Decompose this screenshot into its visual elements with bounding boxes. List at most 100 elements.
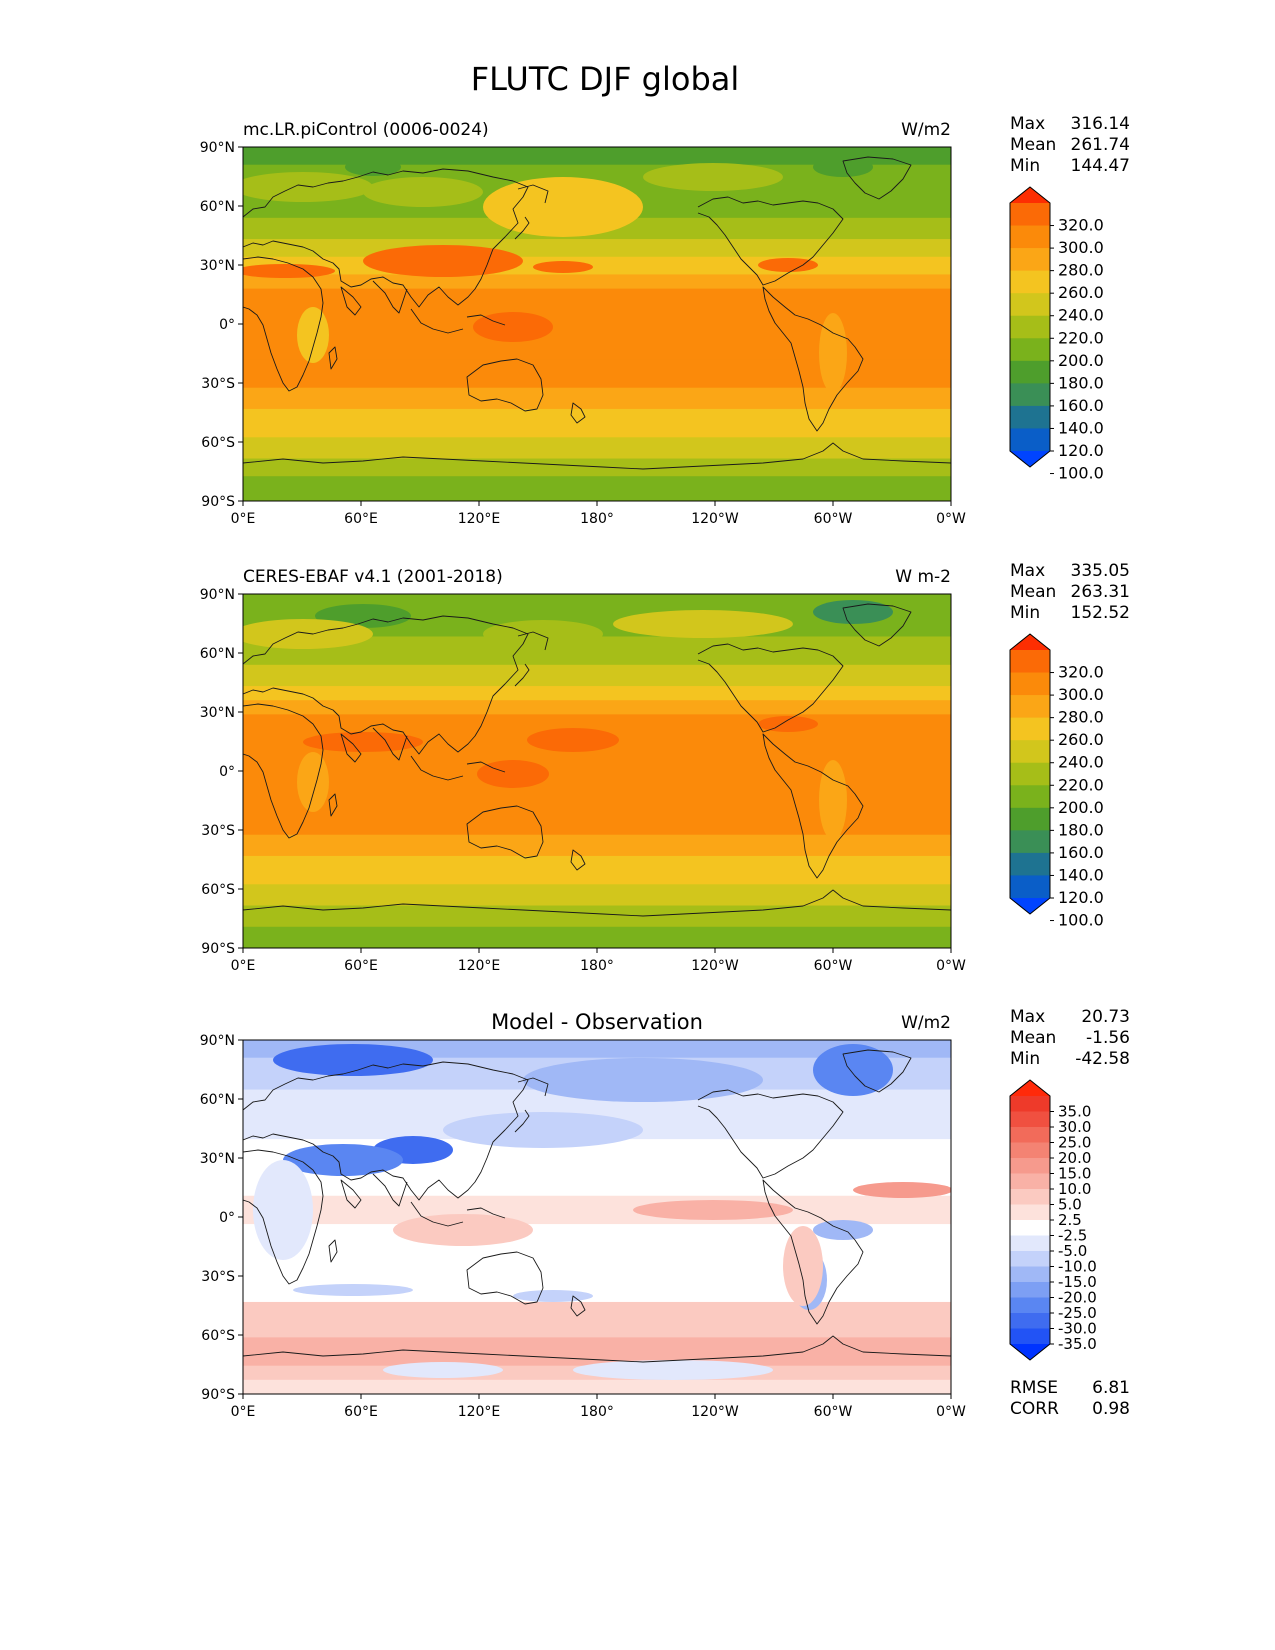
colorbar-swatch xyxy=(1010,807,1050,831)
colorbar-extend-max xyxy=(1010,634,1050,650)
colorbar-swatch xyxy=(1010,1127,1050,1143)
panels: 90°N60°N30°N0°30°S60°S90°S0°E 60°E 120°E 18… xyxy=(200,114,1130,1420)
colorbar-label: 160.0 xyxy=(1058,843,1104,862)
colorbar-swatch xyxy=(1010,762,1050,786)
field-band xyxy=(243,147,951,166)
lon-tick-label: 120°W xyxy=(691,1404,739,1420)
lon-tick-label: 60°E xyxy=(344,511,378,527)
field-band xyxy=(243,437,951,460)
colorbar-swatch xyxy=(1010,785,1050,809)
lon-tick-label: 60°W xyxy=(814,1404,853,1420)
lon-tick-label: 60°E xyxy=(344,958,378,974)
colorbar-label: -10.0 xyxy=(1058,1258,1097,1276)
colorbar-swatch xyxy=(1010,203,1050,226)
lon-tick-label: 180° xyxy=(580,958,614,974)
colorbar-swatch xyxy=(1010,405,1050,429)
field-patch xyxy=(345,158,401,176)
lat-tick-label: 60°S xyxy=(201,882,235,898)
colorbar-swatch xyxy=(1010,315,1050,339)
field-patch xyxy=(643,163,783,191)
colorbar-swatch xyxy=(1010,1158,1050,1174)
lon-tick-label: 0°E xyxy=(231,958,256,974)
stat-value: 152.52 xyxy=(1071,603,1130,623)
colorbar-label: 120.0 xyxy=(1058,441,1104,460)
colorbar-swatch xyxy=(1010,428,1050,452)
lat-tick-label: 60°N xyxy=(200,646,235,662)
colorbar-swatch xyxy=(1010,248,1050,272)
lat-tick-label: 90°S xyxy=(201,941,235,957)
colorbar-swatch xyxy=(1010,1173,1050,1190)
colorbar-label: -35.0 xyxy=(1058,1335,1097,1353)
colorbar-extend-min xyxy=(1010,451,1050,467)
field-patch xyxy=(613,610,793,638)
field-patch xyxy=(393,1214,533,1246)
field-band xyxy=(243,387,951,410)
lat-tick-label: 90°N xyxy=(200,1033,235,1049)
field-patch xyxy=(483,620,603,648)
field-patch xyxy=(783,1226,823,1306)
field-band xyxy=(243,239,951,258)
colorbar-extend-max xyxy=(1010,1080,1050,1096)
colorbar-label: -25.0 xyxy=(1058,1304,1097,1322)
stat-label: Max xyxy=(1010,561,1045,581)
colorbar-swatch xyxy=(1010,1282,1050,1298)
field-patch xyxy=(473,312,553,342)
field-band xyxy=(243,256,951,275)
lat-tick-label: 30°N xyxy=(200,705,235,721)
colorbar-swatch xyxy=(1010,830,1050,854)
colorbar-swatch xyxy=(1010,1251,1050,1267)
stat-value: 316.14 xyxy=(1071,114,1130,134)
colorbar-swatch xyxy=(1010,875,1050,899)
colorbar-label: 300.0 xyxy=(1058,685,1104,704)
colorbar-label: 10.0 xyxy=(1058,1180,1091,1198)
field-band xyxy=(243,700,951,715)
lon-tick-label: 120°W xyxy=(691,511,739,527)
field-patch xyxy=(293,1284,413,1296)
field-band xyxy=(243,834,951,857)
colorbar-label: -15.0 xyxy=(1058,1273,1097,1291)
field-patch xyxy=(477,760,549,788)
colorbar-swatch xyxy=(1010,383,1050,407)
field-patch xyxy=(253,1160,313,1260)
field-band xyxy=(243,594,951,616)
field-patch xyxy=(513,1290,593,1302)
colorbar-label: 200.0 xyxy=(1058,798,1104,817)
field-patch xyxy=(533,261,593,273)
field-band xyxy=(243,458,951,477)
colorbar-swatch xyxy=(1010,1220,1050,1236)
stat-value: 144.47 xyxy=(1071,156,1130,176)
colorbar-swatch xyxy=(1010,672,1050,696)
colorbar-swatch xyxy=(1010,1111,1050,1128)
lon-tick-label: 120°E xyxy=(458,511,501,527)
colorbar-label: 320.0 xyxy=(1058,216,1104,235)
lat-tick-label: 90°S xyxy=(201,1387,235,1403)
field-patch xyxy=(383,1362,503,1378)
lon-tick-label: 120°E xyxy=(458,958,501,974)
lon-tick-label: 120°W xyxy=(691,958,739,974)
lat-tick-label: 60°N xyxy=(200,199,235,215)
lon-tick-label: 60°W xyxy=(814,958,853,974)
field-band xyxy=(243,274,951,290)
lon-tick-label: 0°W xyxy=(936,958,966,974)
map-field xyxy=(243,147,951,501)
lon-tick-label: 60°W xyxy=(814,511,853,527)
colorbar-swatch xyxy=(1010,1266,1050,1283)
stat-value: -1.56 xyxy=(1086,1028,1130,1048)
field-band xyxy=(243,1252,951,1282)
colorbar-label: 220.0 xyxy=(1058,328,1104,347)
colorbar-label: 220.0 xyxy=(1058,775,1104,794)
field-band xyxy=(243,884,951,907)
colorbar-extend-max xyxy=(1010,187,1050,203)
panel-title: CERES-EBAF v4.1 (2001-2018) xyxy=(243,567,503,587)
lat-tick-label: 30°S xyxy=(201,823,235,839)
colorbar-swatch xyxy=(1010,717,1050,741)
colorbar-swatch xyxy=(1010,1204,1050,1221)
colorbar-label: 30.0 xyxy=(1058,1118,1091,1136)
panel-model: 90°N 60°N 30°N 0° 30°S 60°S 90°S0°E 60°E 120°E 18… xyxy=(200,114,1130,527)
field-patch xyxy=(758,716,818,732)
colorbar-label: 240.0 xyxy=(1058,753,1104,772)
colorbar-swatch xyxy=(1010,1142,1050,1159)
field-patch xyxy=(527,728,619,752)
map-field xyxy=(243,1040,951,1394)
colorbar-label: 280.0 xyxy=(1058,708,1104,727)
